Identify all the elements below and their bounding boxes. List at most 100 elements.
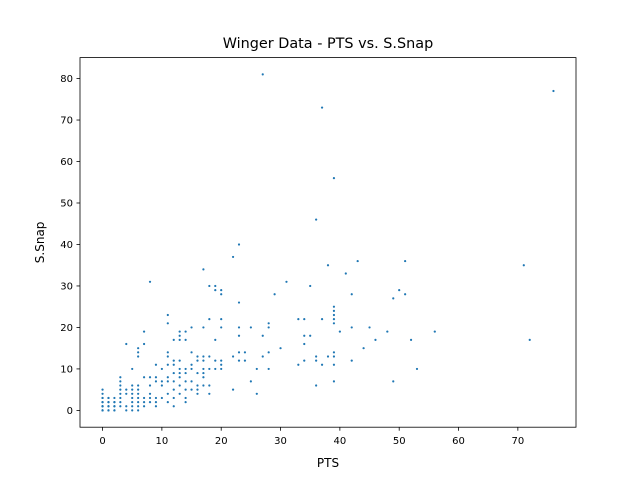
data-point [231,388,235,391]
data-point [297,318,300,321]
data-point [190,363,193,366]
data-point [202,326,205,329]
data-point [237,351,241,354]
data-point [119,396,122,400]
data-point [220,359,223,362]
data-point [178,367,181,371]
data-point [113,396,116,400]
data-point [356,259,359,263]
y-tick-label: 20 [60,323,73,334]
data-point [409,338,413,341]
x-tick-label: 70 [511,436,524,447]
data-point [237,243,241,246]
data-point [101,401,104,404]
data-point [172,338,175,341]
data-point [184,396,187,400]
data-point [184,338,187,341]
x-tick-label: 30 [274,436,287,447]
data-point [142,342,146,346]
data-point [131,405,134,408]
y-tick-label: 70 [60,116,73,127]
data-point [131,388,134,391]
y-tick-label: 60 [60,157,73,168]
data-point [285,280,288,283]
data-point [309,334,312,337]
data-point [415,367,419,371]
plot-frame [79,57,577,428]
data-point [267,351,270,354]
data-point [208,367,211,371]
data-point [214,338,217,341]
data-point [196,392,199,395]
data-point [148,396,152,400]
data-point [154,401,158,404]
data-point [231,255,235,259]
data-point [137,355,140,358]
data-point [178,384,181,387]
data-point [267,367,270,371]
data-point [178,371,181,375]
data-point [332,318,336,321]
data-point [338,330,341,333]
data-point [332,305,336,308]
data-point [113,405,116,408]
data-point [326,355,330,358]
data-point [154,363,158,366]
data-point [101,405,104,408]
data-point [154,396,158,400]
data-point [243,359,247,362]
data-point [137,396,140,400]
data-point [297,363,300,366]
data-point [220,326,223,329]
data-point [148,280,152,283]
data-point [131,384,134,387]
data-point [202,268,205,271]
data-point [196,359,199,362]
data-point [202,355,205,358]
data-point [131,409,134,412]
data-point [315,359,318,362]
data-point [107,401,110,404]
data-point [350,326,353,329]
data-point [231,355,235,358]
data-point [255,367,258,371]
data-point [202,384,205,387]
x-tick-label: 10 [156,436,169,447]
data-point [178,392,181,395]
data-point [101,388,104,391]
data-point [332,380,336,383]
data-point [107,409,110,412]
data-point [202,371,205,375]
data-point [166,376,169,379]
data-point [220,289,223,292]
data-point [137,392,140,395]
data-point [166,313,169,317]
data-point [433,330,436,333]
data-point [255,392,258,395]
data-point [119,392,122,395]
y-tick-label: 50 [60,199,73,210]
x-tick-label: 60 [452,436,465,447]
data-point [261,73,264,76]
data-point [350,359,353,362]
data-point [350,293,353,296]
data-point [142,330,146,333]
data-point [243,351,247,354]
data-point [320,318,324,321]
data-point [220,318,223,321]
data-point [190,351,193,354]
data-point [303,334,306,337]
data-point [113,401,116,404]
data-point [131,367,134,371]
data-point [125,392,128,395]
data-point [214,359,217,362]
data-point [172,359,175,362]
data-point [190,326,193,329]
data-point [148,392,152,395]
data-point [220,367,223,371]
chart-title: Winger Data - PTS vs. S.Snap [223,36,433,52]
data-point [137,405,140,408]
data-point [137,388,140,391]
